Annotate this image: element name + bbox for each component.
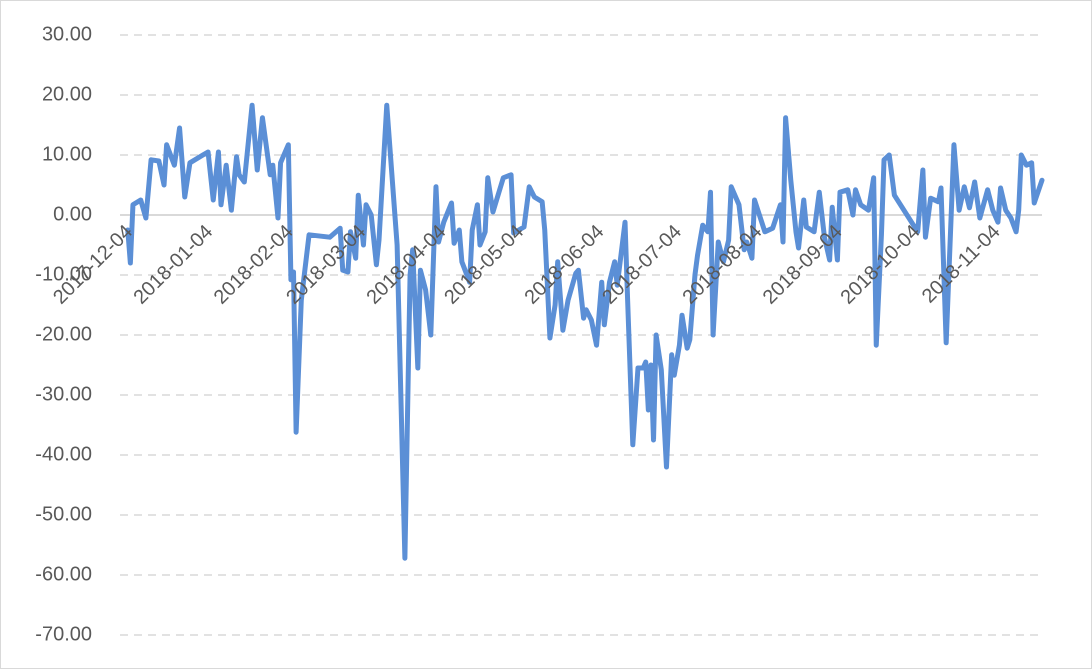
- y-tick-label: -70.00: [35, 623, 92, 645]
- y-tick-label: -40.00: [35, 443, 92, 465]
- y-tick-label: 0.00: [53, 203, 92, 225]
- plot-area: [125, 102, 1045, 561]
- y-tick-label: -20.00: [35, 323, 92, 345]
- y-tick-label: -50.00: [35, 503, 92, 525]
- y-tick-label: -60.00: [35, 563, 92, 585]
- grid: [120, 34, 1042, 636]
- data-line: [125, 102, 1045, 561]
- y-tick-label: -30.00: [35, 383, 92, 405]
- y-tick-label: 30.00: [42, 23, 92, 45]
- y-tick-label: -10.00: [35, 263, 92, 285]
- y-tick-label: 10.00: [42, 143, 92, 165]
- y-tick-label: 20.00: [42, 83, 92, 105]
